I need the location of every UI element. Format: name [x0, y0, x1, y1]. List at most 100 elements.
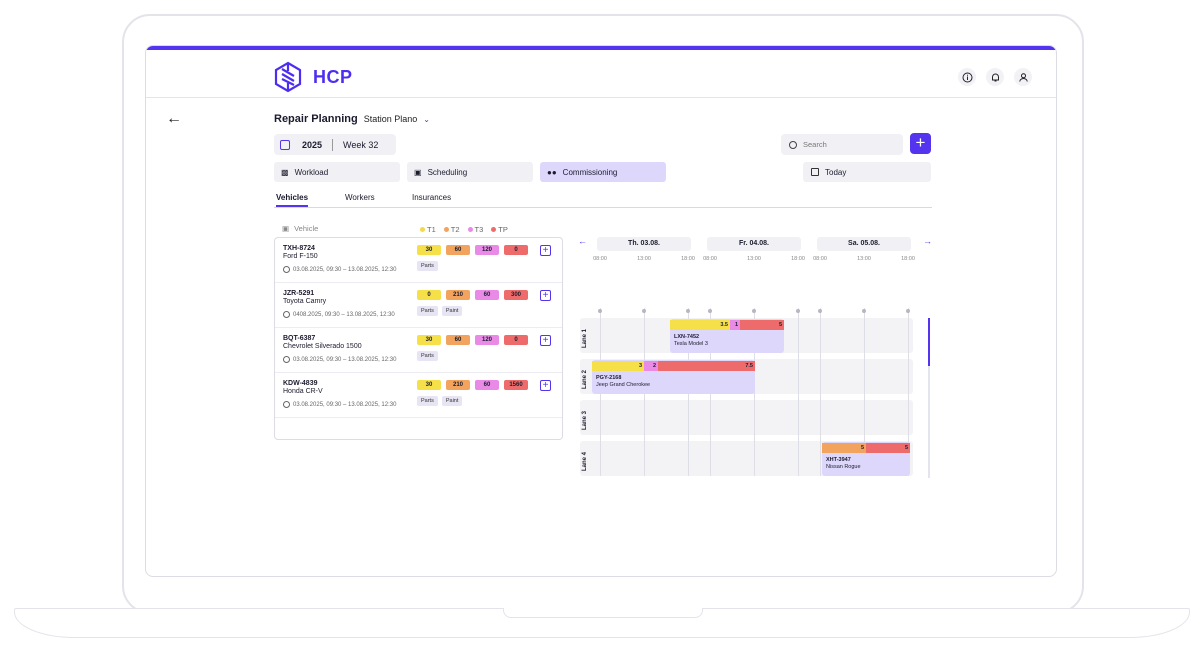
chip-t1: 30 — [417, 335, 441, 345]
job-segment-t2: 5 — [822, 443, 866, 453]
add-vehicle-button[interactable]: + — [540, 380, 551, 391]
job-segment-t1: 3.5 — [670, 320, 730, 330]
add-vehicle-button[interactable]: + — [540, 335, 551, 346]
tag-paint: Paint — [441, 306, 463, 316]
hour-label: 18:00 — [901, 256, 915, 262]
page-title: Repair Planning — [274, 113, 358, 125]
job-plate: XHT-3947 — [826, 457, 851, 463]
bar-chart-icon: ▩ — [281, 167, 289, 177]
job-segment-t1: 3 — [592, 361, 644, 371]
bell-icon[interactable] — [986, 68, 1004, 86]
date-range: 03.08.2025, 09:30 – 13.08.2025, 12:30 — [283, 401, 396, 408]
tab-workload[interactable]: ▩ Workload — [274, 162, 400, 182]
hour-label: 18:00 — [791, 256, 805, 262]
add-vehicle-button[interactable]: + — [540, 290, 551, 301]
laptop-base — [14, 608, 1190, 638]
tab-scheduling[interactable]: ▣ Scheduling — [407, 162, 533, 182]
day-header: Th. 03.08. — [597, 237, 691, 251]
vehicle-model: Chevrolet Silverado 1500 — [283, 343, 362, 350]
day-header: Fr. 04.08. — [707, 237, 801, 251]
chip-t2: 210 — [446, 380, 470, 390]
info-icon[interactable] — [958, 68, 976, 86]
chip-t1: 30 — [417, 380, 441, 390]
calendar-icon — [280, 139, 290, 150]
legend-t3: T3 — [467, 225, 483, 234]
hour-label: 13:00 — [857, 256, 871, 262]
week-value: Week 32 — [343, 139, 379, 150]
list-item[interactable]: JZR-5291 Toyota Camry 0408.2025, 09:30 –… — [275, 283, 562, 328]
back-arrow-icon[interactable]: ← — [166, 110, 182, 127]
hour-label: 18:00 — [681, 256, 695, 262]
lane-label: Lane 4 — [582, 451, 588, 471]
search-placeholder: Search — [803, 140, 827, 149]
chip-t3: 120 — [475, 245, 499, 255]
vehicle-model: Ford F-150 — [283, 253, 318, 260]
chip-tp: 0 — [504, 245, 528, 255]
chip-t1: 30 — [417, 245, 441, 255]
vehicle-model: Toyota Camry — [283, 298, 327, 305]
chip-tp: 1560 — [504, 380, 528, 390]
search-input[interactable]: Search — [781, 134, 903, 155]
job-model: Tesla Model 3 — [674, 341, 708, 347]
tab-commissioning-label: Commissioning — [562, 167, 618, 177]
job-segment-t3: 1 — [730, 320, 740, 330]
vehicle-plate: JZR-5291 — [283, 290, 315, 297]
station-select[interactable]: Station Plano — [363, 114, 418, 124]
tag-paint: Paint — [441, 396, 463, 406]
chevron-down-icon[interactable]: ⌄ — [423, 114, 430, 124]
vehicle-column-header: ▣ Vehicle — [282, 224, 318, 233]
clock-icon — [283, 266, 290, 273]
prev-arrow-icon[interactable]: ← — [578, 236, 587, 246]
add-button[interactable]: + — [910, 133, 931, 154]
tab-commissioning[interactable]: ●● Commissioning — [540, 162, 666, 182]
gantt-chart: ← → Th. 03.08. Fr. 04.08. Sa. 05.08. 08:… — [576, 236, 936, 478]
subtab-workers[interactable]: Workers — [345, 193, 375, 202]
date-range: 0408.2025, 09:30 – 13.08.2025, 12:30 — [283, 311, 395, 318]
year-value: 2025 — [302, 139, 323, 150]
app-screen: HCP ← Repair Planning Station Plano ⌄ 20… — [145, 45, 1057, 577]
next-arrow-icon[interactable]: → — [923, 236, 932, 246]
clock-icon — [283, 401, 290, 408]
chip-t2: 210 — [446, 290, 470, 300]
hour-label: 08:00 — [813, 256, 827, 262]
tag-parts: Parts — [417, 396, 438, 406]
search-icon — [789, 140, 797, 149]
car-icon: ▣ — [282, 224, 290, 233]
today-button[interactable]: Today — [803, 162, 931, 182]
week-picker[interactable]: 2025 Week 32 — [274, 134, 396, 155]
job-plate: LXN-7452 — [674, 334, 700, 340]
chip-t1: 0 — [417, 290, 441, 300]
job-block[interactable]: 3.5 1 5 LXN-7452 Tesla Model 3 — [670, 319, 784, 353]
chip-t3: 60 — [475, 380, 499, 390]
list-item[interactable]: TXH-8724 Ford F-150 03.08.2025, 09:30 – … — [275, 238, 562, 283]
tag-parts: Parts — [417, 261, 438, 271]
job-block[interactable]: 3 2 7.5 PGY-2168 Jeep Grand Cherokee — [592, 360, 755, 394]
chip-t3: 120 — [475, 335, 499, 345]
vehicle-header-label: Vehicle — [294, 224, 319, 233]
list-item[interactable]: KDW-4839 Honda CR-V 03.08.2025, 09:30 – … — [275, 373, 562, 418]
job-segment-tp: 7.5 — [658, 361, 755, 371]
subtab-vehicles[interactable]: Vehicles — [276, 193, 309, 207]
vehicle-list: TXH-8724 Ford F-150 03.08.2025, 09:30 – … — [274, 237, 563, 440]
logo[interactable]: HCP — [273, 61, 353, 93]
tab-scheduling-label: Scheduling — [427, 167, 468, 177]
subtab-insurances[interactable]: Insurances — [412, 193, 452, 202]
job-block[interactable]: 5 5 XHT-3947 Nissan Rogue — [822, 442, 910, 476]
user-icon[interactable] — [1014, 68, 1032, 86]
day-header: Sa. 05.08. — [817, 237, 911, 251]
legend-t1: T1 — [420, 225, 436, 234]
add-vehicle-button[interactable]: + — [540, 245, 551, 256]
hour-label: 08:00 — [593, 256, 607, 262]
lane-row[interactable]: Lane 3 — [580, 400, 913, 435]
logo-text: HCP — [313, 66, 353, 87]
chip-tp: 300 — [504, 290, 528, 300]
gantt-scrollbar[interactable] — [928, 318, 930, 478]
users-icon: ●● — [547, 167, 557, 177]
subtabs: Vehicles Workers Insurances — [274, 192, 932, 208]
tag-parts: Parts — [417, 351, 438, 361]
tag-parts: Parts — [417, 306, 438, 316]
hour-label: 13:00 — [637, 256, 651, 262]
hour-label: 13:00 — [747, 256, 761, 262]
date-range: 03.08.2025, 09:30 – 13.08.2025, 12:30 — [283, 356, 396, 363]
list-item[interactable]: BQT-6387 Chevrolet Silverado 1500 03.08.… — [275, 328, 562, 373]
